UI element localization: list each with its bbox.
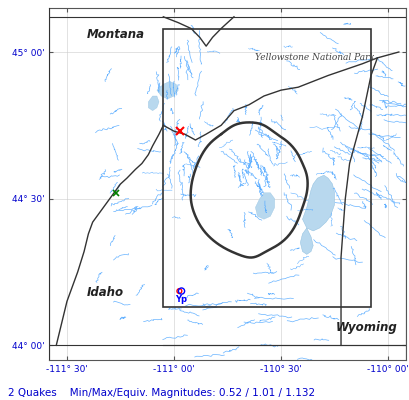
Text: Wyoming: Wyoming — [335, 321, 397, 334]
Text: Idaho: Idaho — [87, 286, 124, 299]
Polygon shape — [255, 193, 274, 219]
Text: Montana: Montana — [87, 28, 145, 41]
Polygon shape — [148, 96, 159, 111]
Text: 2 Quakes    Min/Max/Equiv. Magnitudes: 0.52 / 1.01 / 1.132: 2 Quakes Min/Max/Equiv. Magnitudes: 0.52… — [8, 388, 315, 398]
Polygon shape — [157, 81, 178, 99]
Bar — [163, 28, 370, 307]
Text: Yp: Yp — [175, 296, 187, 304]
Point — [176, 288, 182, 294]
Point — [178, 288, 184, 294]
Text: Yellowstone National Park: Yellowstone National Park — [255, 53, 374, 62]
Polygon shape — [302, 175, 334, 231]
Polygon shape — [300, 228, 312, 254]
